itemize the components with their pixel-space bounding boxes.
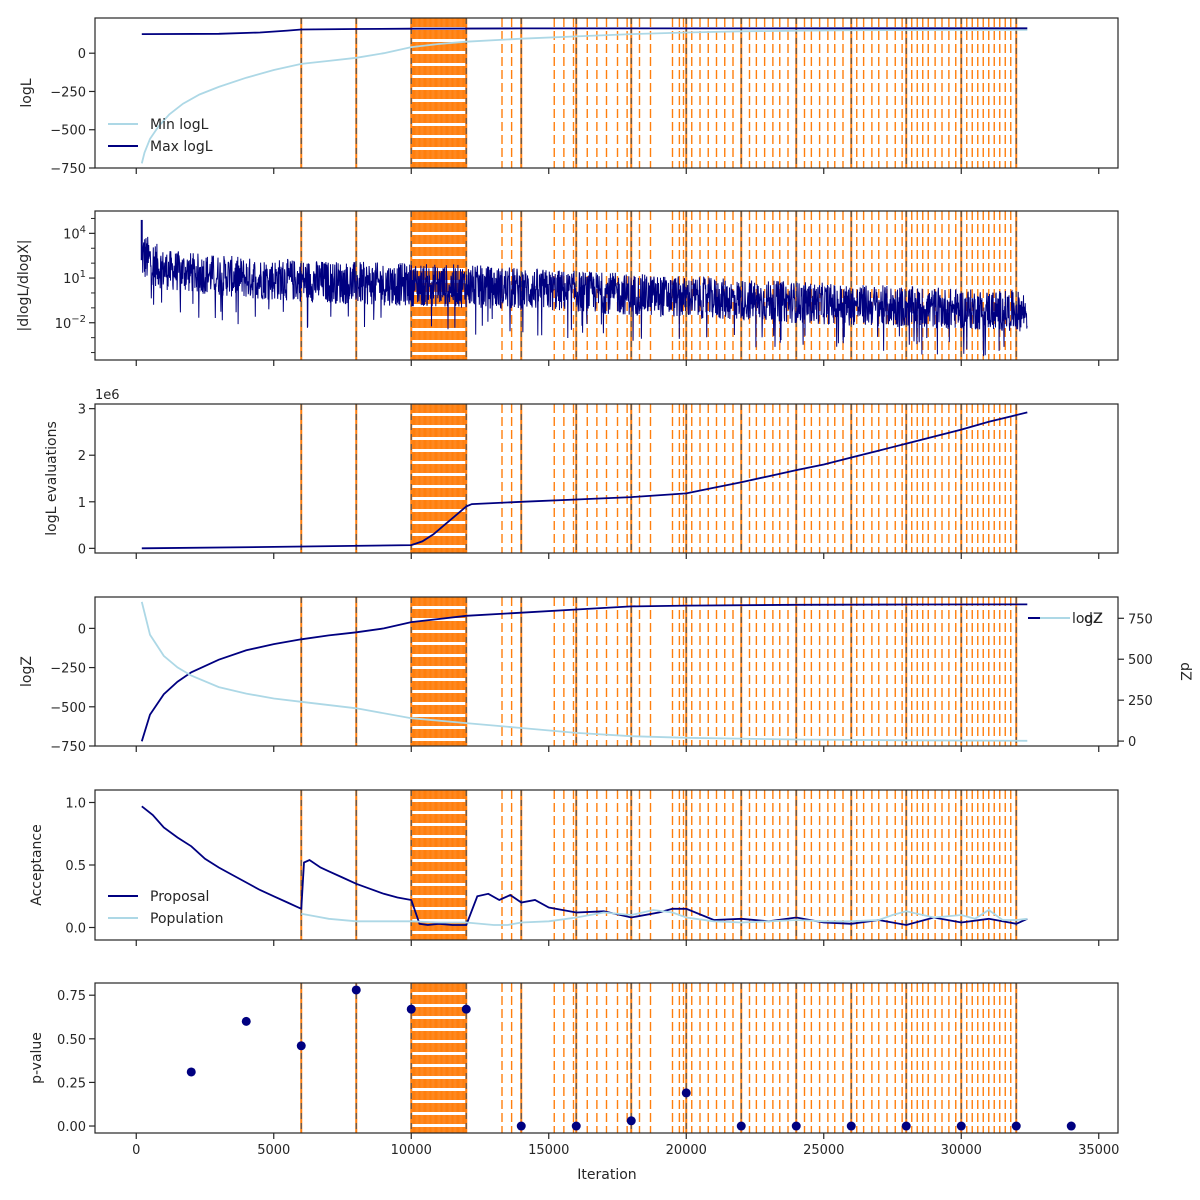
series-proposal	[141, 805, 1028, 926]
series-dz	[140, 601, 1028, 742]
plot-area-acceptance	[141, 790, 1028, 940]
axes-frame	[94, 17, 1119, 169]
y-tick-label: 101	[63, 269, 86, 287]
pvalue-point	[681, 1088, 691, 1098]
x-tick-label: 35000	[1078, 1143, 1119, 1158]
pvalue-point	[1066, 1121, 1076, 1131]
y-tick-label: −250	[50, 662, 86, 677]
plot-area-logl	[140, 18, 1028, 168]
y-tick-label: 0.50	[57, 1033, 86, 1048]
y-right-tick-label: 750	[1128, 612, 1153, 627]
y-tick-label: 0.5	[65, 859, 86, 874]
plot-area-pvalue	[300, 983, 1018, 1133]
pvalue-point	[901, 1121, 911, 1131]
y-tick-label: 3	[78, 403, 86, 418]
y-tick-label: 0	[78, 542, 86, 557]
axes-frame	[94, 596, 1119, 747]
y-right-axis-label: dZ	[1177, 662, 1193, 680]
y-tick-label: −500	[50, 124, 86, 139]
y-right-tick-label: 500	[1128, 653, 1153, 668]
x-tick-label: 0	[132, 1143, 140, 1158]
pvalue-point	[736, 1121, 746, 1131]
y-tick-label: −500	[50, 701, 86, 716]
series-population	[301, 908, 1028, 926]
plot-area-evals	[141, 404, 1028, 553]
y-tick-label: 0.25	[57, 1076, 86, 1091]
plot-area-dlogl	[140, 211, 1028, 360]
y-axis-label: Acceptance	[29, 824, 45, 905]
plot-area-logz	[140, 597, 1028, 746]
x-axis-label: Iteration	[577, 1167, 636, 1183]
y-tick-label: 0	[78, 47, 86, 62]
series-logl-evaluations	[141, 411, 1028, 550]
y-tick-label: −750	[50, 740, 86, 755]
x-tick-label: 30000	[941, 1143, 982, 1158]
y-offset-label: 1e6	[95, 388, 120, 403]
series-logz	[140, 603, 1028, 742]
y-tick-label: −750	[50, 162, 86, 177]
y-tick-label: 0	[78, 622, 86, 637]
y-tick-label: 0.00	[57, 1120, 86, 1135]
pvalue-point	[516, 1121, 526, 1131]
pvalue-point	[241, 1016, 251, 1026]
x-tick-label: 25000	[803, 1143, 844, 1158]
dlogl-series-line	[141, 236, 1028, 357]
y-tick-label: 2	[78, 449, 86, 464]
y-tick-base: 10	[63, 227, 80, 242]
y-tick-exponent: −2	[71, 314, 86, 325]
y-right-tick-label: 0	[1128, 735, 1136, 750]
axes-frame	[94, 210, 1119, 361]
x-tick-label: 15000	[528, 1143, 569, 1158]
pvalue-point	[351, 985, 361, 995]
series-min-logl	[140, 28, 1028, 164]
y-axis-label: logL evaluations	[44, 421, 60, 536]
pvalue-point	[791, 1121, 801, 1131]
pvalue-point	[956, 1121, 966, 1131]
legend-label: Proposal	[150, 889, 209, 905]
y-axis-label: |dlogL/dlogX|	[16, 240, 32, 332]
x-tick-label: 5000	[257, 1143, 290, 1158]
y-tick-exponent: 4	[80, 224, 86, 235]
x-tick-label: 20000	[666, 1143, 707, 1158]
pvalue-point	[846, 1121, 856, 1131]
legend-label: logZ	[1072, 611, 1103, 627]
panel-logl: 0 −250 −500 −750 logL Min logL Max logL	[19, 17, 1119, 177]
y-tick-exponent: 1	[80, 269, 86, 280]
pvalue-point	[1011, 1121, 1021, 1131]
y-tick-label: 1.0	[65, 797, 86, 812]
legend-label: dZ	[1084, 611, 1102, 627]
y-tick-label: 0.0	[65, 922, 86, 937]
y-axis-label: logZ	[19, 656, 35, 687]
y-right-tick-label: 250	[1128, 694, 1153, 709]
pvalue-point	[186, 1067, 196, 1077]
axes-frame	[94, 403, 1119, 554]
y-axis-label: p-value	[29, 1032, 45, 1084]
series-max-logl	[141, 27, 1028, 35]
pvalue-point	[296, 1041, 306, 1051]
y-tick-label: 0.75	[57, 989, 86, 1004]
y-tick-base: 10	[63, 272, 80, 287]
legend-label: Max logL	[150, 139, 213, 155]
panel-acceptance: 1.0 0.5 0.0 Acceptance Proposal Population	[29, 789, 1119, 946]
pvalue-point	[571, 1121, 581, 1131]
y-tick-label: −250	[50, 85, 86, 100]
y-axis-label: logL	[19, 78, 35, 107]
y-tick-label: 1	[78, 496, 86, 511]
x-tick-label: 10000	[391, 1143, 432, 1158]
axes-frame	[94, 789, 1119, 941]
y-tick-label: 10−2	[55, 314, 86, 332]
legend-label: Population	[150, 911, 224, 927]
pvalue-point	[626, 1116, 636, 1126]
y-tick-label: 104	[63, 224, 86, 242]
y-tick-base: 10	[55, 317, 72, 332]
pvalue-point	[461, 1004, 471, 1014]
panel-evals: 0 1 2 3 logL evaluations 1e6	[44, 388, 1119, 559]
pvalue-point	[406, 1004, 416, 1014]
panel-pvalue: 0 5000 10000 15000 20000 25000 30000 35000 0.75 0…	[29, 982, 1119, 1158]
legend-label: Min logL	[150, 117, 209, 133]
axes-frame	[94, 982, 1119, 1134]
